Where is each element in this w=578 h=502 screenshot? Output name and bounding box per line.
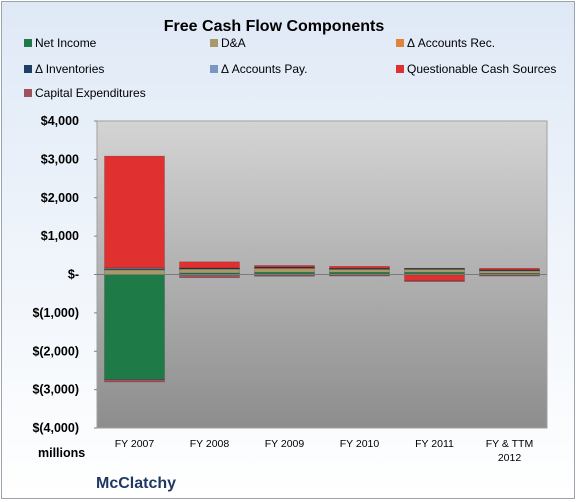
legend-swatch-capital-expenditures xyxy=(24,89,32,97)
bar-questionable-cash-sources-fy-2010 xyxy=(329,266,390,269)
legend-swatch-inventories xyxy=(24,65,32,73)
x-tick-label: FY 2008 xyxy=(190,438,230,450)
legend-label-questionable-cash-sources: Questionable Cash Sources xyxy=(407,62,556,76)
y-tick-label: $3,000 xyxy=(41,152,79,166)
y-tick-label: $2,000 xyxy=(41,191,79,205)
y-tick-label: $1,000 xyxy=(41,229,79,243)
bar-questionable-cash-sources-fy-2007 xyxy=(104,155,165,269)
y-tick-label: $(2,000) xyxy=(32,344,79,358)
legend: Net Income D&A Δ Accounts Rec. Δ Inventorie… xyxy=(24,36,556,100)
legend-label-d-a: D&A xyxy=(221,36,246,50)
bars xyxy=(97,155,547,383)
legend-label-accounts-rec: Δ Accounts Rec. xyxy=(407,36,495,50)
x-axis: FY 2007 FY 2008 FY 2009 FY 2010 FY 2011 FY & … xyxy=(115,438,533,464)
y-tick-label: $(3,000) xyxy=(32,383,79,397)
y-tick-label: $- xyxy=(68,268,79,282)
x-tick-label: FY 2011 xyxy=(415,438,454,450)
legend-label-net-income: Net Income xyxy=(35,36,97,50)
company-name: McClatchy xyxy=(96,475,176,492)
x-tick-label: FY 2010 xyxy=(340,438,380,450)
bar-capital-expenditures-fy-2011 xyxy=(404,280,465,282)
bar-questionable-cash-sources-fy-2009 xyxy=(254,265,315,268)
bar-inventories-fy-2011 xyxy=(404,267,465,270)
legend-swatch-d-a xyxy=(210,39,218,47)
legend-swatch-accounts-rec xyxy=(396,39,404,47)
legend-label-capital-expenditures: Capital Expenditures xyxy=(35,86,146,100)
legend-swatch-net-income xyxy=(24,39,32,47)
y-tick-label: $(4,000) xyxy=(32,421,79,435)
bar-capital-expenditures-fy-2008 xyxy=(179,275,240,279)
bar-questionable-cash-sources-fy-2008 xyxy=(179,261,240,269)
x-tick-label: FY 2007 xyxy=(115,438,155,450)
bar-questionable-cash-sources-fy-ttm-2012 xyxy=(479,267,540,271)
legend-label-inventories: Δ Inventories xyxy=(35,62,104,76)
bar-capital-expenditures-fy-2010 xyxy=(329,274,390,277)
x-tick-label: FY 2009 xyxy=(265,438,305,450)
legend-label-accounts-pay: Δ Accounts Pay. xyxy=(221,62,308,76)
bar-net-income-fy-2007 xyxy=(104,274,165,380)
chart-title: Free Cash Flow Components xyxy=(164,18,385,35)
bar-d-a-fy-2009 xyxy=(254,268,315,273)
units-label: millions xyxy=(38,446,85,460)
bar-d-a-fy-2007 xyxy=(104,269,165,275)
y-tick-label: $4,000 xyxy=(41,114,79,128)
x-tick-label: FY & TTM 2012 xyxy=(486,438,533,464)
y-axis: $4,000 $3,000 $2,000 $1,000 $- $(1,000) $(2,00… xyxy=(32,114,97,435)
bar-capital-expenditures-fy-ttm-2012 xyxy=(479,274,540,277)
legend-swatch-accounts-pay xyxy=(210,65,218,73)
legend-swatch-questionable-cash-sources xyxy=(396,65,404,73)
bar-questionable-cash-sources-fy-2011 xyxy=(404,274,465,281)
y-tick-label: $(1,000) xyxy=(32,306,79,320)
bar-capital-expenditures-fy-2009 xyxy=(254,274,315,277)
bar-capital-expenditures-fy-2007 xyxy=(104,379,165,383)
